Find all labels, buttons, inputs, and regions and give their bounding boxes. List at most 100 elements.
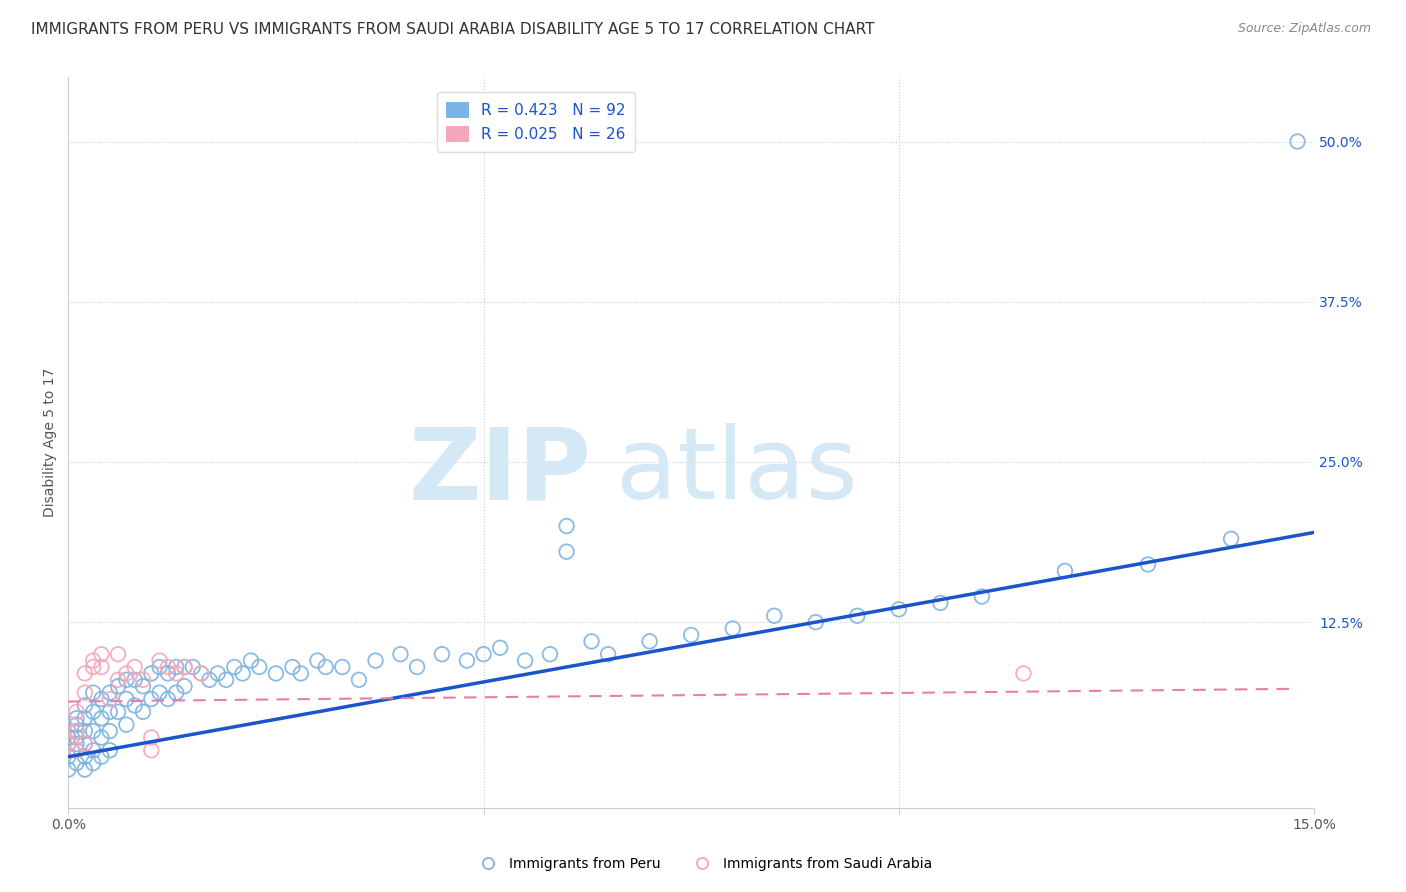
Point [58,737,80,751]
Point [107,705,129,719]
Point [73,763,96,777]
Point [65,711,87,725]
Point [215,673,238,687]
Point [165,666,187,681]
Point [165,685,187,699]
Point [224,660,246,674]
Point [472,647,495,661]
Point [65,717,87,731]
Point [173,679,195,693]
Point [65,743,87,757]
Point [73,698,96,713]
Point [58,724,80,739]
Point [141,666,163,681]
Point [207,666,229,681]
Point [347,673,370,687]
Point [65,756,87,771]
Point [124,673,146,687]
Point [1053,564,1076,578]
Point [489,640,512,655]
Text: Source: ZipAtlas.com: Source: ZipAtlas.com [1237,22,1371,36]
Point [132,679,155,693]
Point [82,756,104,771]
Point [124,698,146,713]
Point [90,647,112,661]
Y-axis label: Disability Age 5 to 17: Disability Age 5 to 17 [44,368,58,517]
Point [82,743,104,757]
Point [887,602,910,616]
Point [763,608,786,623]
Point [1137,558,1160,572]
Point [132,673,155,687]
Point [681,628,703,642]
Point [846,608,869,623]
Point [90,660,112,674]
Point [330,660,353,674]
Point [82,705,104,719]
Point [364,654,387,668]
Point [264,666,287,681]
Point [1012,666,1035,681]
Point [156,660,179,674]
Point [149,660,172,674]
Point [141,731,163,745]
Point [65,724,87,739]
Point [65,705,87,719]
Point [581,634,603,648]
Point [73,737,96,751]
Text: ZIP: ZIP [409,424,592,520]
Point [58,731,80,745]
Point [430,647,453,661]
Point [65,724,87,739]
Point [198,673,221,687]
Point [141,692,163,706]
Point [98,724,121,739]
Point [90,711,112,725]
Point [156,666,179,681]
Point [929,596,952,610]
Point [555,544,578,558]
Point [555,519,578,533]
Point [58,749,80,764]
Point [115,692,138,706]
Point [65,737,87,751]
Point [132,705,155,719]
Point [456,654,478,668]
Point [149,685,172,699]
Point [73,685,96,699]
Point [107,647,129,661]
Point [239,654,262,668]
Point [598,647,620,661]
Point [90,692,112,706]
Point [638,634,661,648]
Point [115,666,138,681]
Point [98,685,121,699]
Point [107,673,129,687]
Point [281,660,304,674]
Point [98,705,121,719]
Point [721,622,744,636]
Point [82,685,104,699]
Point [124,660,146,674]
Point [190,666,212,681]
Point [173,660,195,674]
Point [73,711,96,725]
Point [141,743,163,757]
Point [315,660,337,674]
Point [115,673,138,687]
Point [165,660,187,674]
Legend: Immigrants from Peru, Immigrants from Saudi Arabia: Immigrants from Peru, Immigrants from Sa… [468,851,938,876]
Point [65,731,87,745]
Point [1220,532,1243,546]
Point [970,590,993,604]
Text: atlas: atlas [616,424,858,520]
Point [406,660,429,674]
Point [90,731,112,745]
Point [173,660,195,674]
Point [73,749,96,764]
Point [73,737,96,751]
Point [804,615,827,629]
Point [65,743,87,757]
Point [181,660,204,674]
Point [149,654,172,668]
